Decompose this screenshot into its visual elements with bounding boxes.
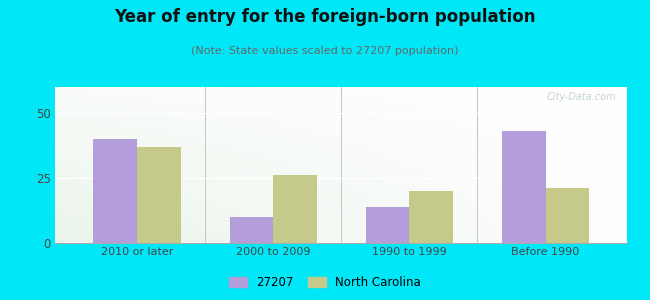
Bar <box>502 131 545 243</box>
Legend: 27207, North Carolina: 27207, North Carolina <box>226 272 424 292</box>
Bar <box>273 176 317 243</box>
Text: City-Data.com: City-Data.com <box>546 92 616 102</box>
Bar <box>545 188 589 243</box>
Text: (Note: State values scaled to 27207 population): (Note: State values scaled to 27207 popu… <box>191 46 459 56</box>
Bar <box>410 191 453 243</box>
Bar <box>366 207 410 243</box>
Bar <box>229 217 273 243</box>
Bar <box>137 147 181 243</box>
Text: Year of entry for the foreign-born population: Year of entry for the foreign-born popul… <box>114 8 536 26</box>
Bar <box>94 139 137 243</box>
